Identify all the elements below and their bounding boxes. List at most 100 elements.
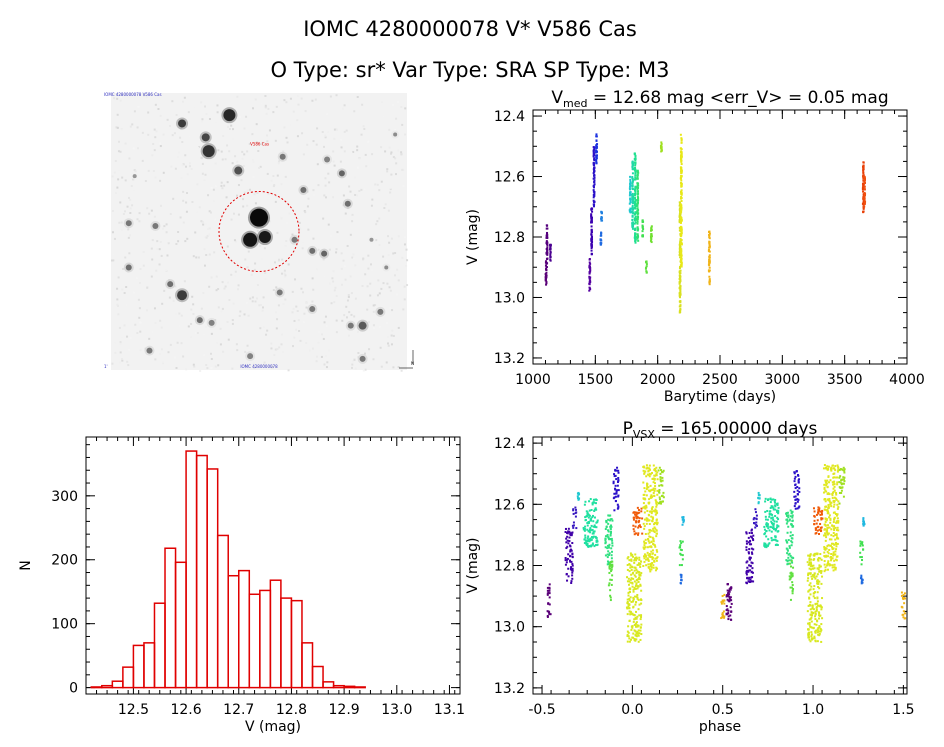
sky-noise (136, 331, 139, 334)
data-point (628, 590, 631, 593)
data-point (645, 504, 648, 507)
data-point (606, 535, 609, 538)
data-point (570, 534, 573, 537)
data-point (834, 553, 837, 556)
data-point (752, 539, 755, 542)
y-tick-label: 300 (51, 489, 78, 505)
data-point (565, 573, 568, 576)
sky-noise (370, 204, 373, 207)
data-point (729, 618, 732, 621)
data-point (649, 473, 652, 476)
data-point (789, 562, 792, 565)
data-point (647, 486, 650, 489)
histogram-bar (311, 665, 324, 689)
data-point (785, 512, 788, 515)
sky-noise (316, 163, 319, 166)
data-point (790, 586, 793, 589)
sky-noise (205, 113, 208, 116)
data-point (652, 537, 655, 540)
sky-noise (149, 323, 152, 326)
star (196, 317, 203, 324)
sky-noise (239, 310, 242, 313)
data-point (549, 256, 552, 259)
data-point (633, 639, 636, 642)
data-point (654, 487, 657, 490)
data-point (832, 532, 835, 535)
sky-noise (348, 185, 351, 188)
sky-noise (312, 237, 315, 240)
data-point (840, 483, 843, 486)
image-top-label: IOMC 4280000078 V586 Cas (104, 92, 162, 97)
data-point (765, 535, 768, 538)
data-point (652, 488, 655, 491)
sky-noise (172, 197, 175, 200)
data-point (647, 563, 650, 566)
sky-noise (362, 258, 365, 261)
data-point (680, 200, 683, 203)
data-point (798, 490, 801, 493)
sky-noise (367, 140, 370, 143)
sky-noise (194, 332, 197, 335)
data-point (728, 597, 731, 600)
sky-noise (119, 361, 122, 364)
sky-noise (368, 348, 371, 351)
data-point (631, 612, 634, 615)
sky-noise (264, 104, 267, 107)
data-segment (599, 231, 603, 246)
histogram-bar (185, 450, 198, 689)
sky-noise (253, 268, 256, 271)
data-point (586, 512, 589, 515)
data-point (649, 545, 652, 548)
data-point (614, 474, 617, 477)
sky-noise (354, 297, 357, 300)
sky-noise (145, 309, 148, 312)
data-point (645, 475, 648, 478)
data-point (773, 520, 776, 523)
data-point (833, 559, 836, 562)
sky-noise (267, 192, 270, 195)
data-point (629, 175, 632, 178)
sky-noise (208, 118, 211, 121)
phase-cluster (607, 560, 614, 602)
data-point (638, 556, 641, 559)
image-target-label: V586 Cas (250, 142, 269, 147)
data-point (807, 636, 810, 639)
data-point (633, 566, 636, 569)
sky-noise (345, 129, 348, 132)
data-point (758, 497, 761, 500)
phase-cluster (625, 552, 643, 643)
data-point (637, 512, 640, 515)
sky-noise (324, 196, 327, 199)
data-point (862, 165, 865, 168)
data-point (607, 530, 610, 533)
sky-noise (315, 268, 318, 271)
data-point (904, 612, 907, 615)
data-point (832, 535, 835, 538)
data-point (862, 548, 865, 551)
data-point (678, 300, 681, 303)
data-point (838, 481, 841, 484)
data-point (608, 582, 611, 585)
sky-noise (389, 312, 392, 315)
data-point (609, 518, 612, 521)
data-point (634, 601, 637, 604)
data-point (614, 468, 617, 471)
chart-title-v: V (551, 88, 563, 108)
data-point (680, 553, 683, 556)
data-point (765, 530, 768, 533)
sky-noise (201, 162, 204, 165)
sky-noise (296, 119, 299, 122)
sky-noise (181, 100, 184, 103)
sky-noise (202, 322, 205, 325)
data-point (814, 528, 817, 531)
data-point (637, 215, 640, 218)
data-point (815, 629, 818, 632)
data-point (749, 558, 752, 561)
data-point (643, 487, 646, 490)
sky-noise (117, 140, 120, 143)
data-point (638, 573, 641, 576)
sky-noise (335, 251, 338, 254)
data-point (649, 565, 652, 568)
sky-noise (356, 149, 359, 152)
sky-noise (126, 360, 129, 363)
